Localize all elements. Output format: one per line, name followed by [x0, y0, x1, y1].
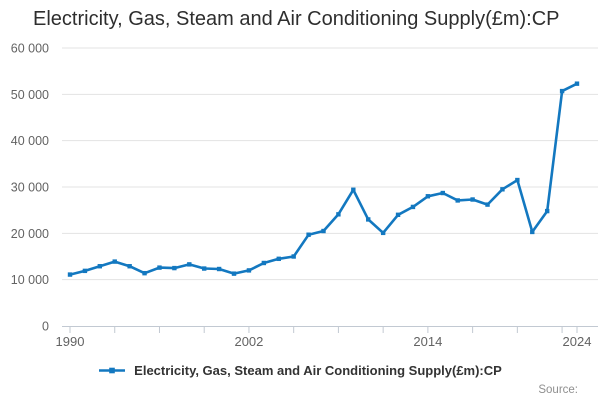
chart-title: Electricity, Gas, Steam and Air Conditio…	[33, 8, 560, 30]
data-point-marker	[142, 270, 147, 276]
data-point-marker	[425, 194, 431, 199]
data-point-marker	[321, 228, 326, 234]
y-axis-tick-label: 50 000	[11, 88, 49, 102]
y-axis-tick-label: 60 000	[11, 42, 49, 56]
data-point-marker	[187, 262, 192, 267]
data-point-marker	[410, 204, 416, 210]
line-chart-plot: 0 10 000 20 000 30 000 40 000 50 000 60 000 199…	[11, 42, 598, 349]
data-point-marker	[172, 265, 177, 271]
data-point-marker	[515, 177, 520, 183]
x-axis-tick-label: 2014	[413, 334, 442, 349]
data-point-marker	[202, 266, 207, 271]
data-point-marker	[351, 187, 356, 192]
data-point-marker	[67, 272, 73, 277]
data-point-marker	[97, 264, 103, 269]
data-point-marker	[127, 264, 132, 269]
data-point-marker	[395, 212, 401, 217]
data-point-marker	[500, 187, 505, 192]
source-label: Source:	[538, 384, 578, 396]
data-point-marker	[157, 265, 162, 270]
data-point-marker	[291, 254, 296, 259]
data-point-marker	[276, 256, 281, 262]
data-point-marker	[380, 230, 386, 236]
data-point-marker	[440, 190, 445, 196]
data-point-marker	[574, 81, 580, 86]
y-axis-tick-label: 0	[42, 320, 49, 334]
data-point-marker	[366, 217, 371, 222]
data-point-marker	[261, 260, 267, 266]
y-axis-tick-label: 10 000	[11, 273, 49, 287]
legend-label: Electricity, Gas, Steam and Air Conditio…	[134, 363, 502, 378]
data-point-marker	[485, 202, 490, 207]
data-point-marker	[112, 259, 117, 264]
x-axis-tick-label: 2024	[563, 334, 592, 349]
y-axis-tick-label: 20 000	[11, 227, 49, 241]
data-point-marker	[559, 88, 565, 94]
data-point-marker	[246, 268, 252, 273]
data-point-marker	[306, 232, 311, 237]
data-point-marker	[530, 229, 535, 235]
x-axis-tick-label: 2002	[234, 334, 263, 349]
data-point-marker	[216, 266, 222, 272]
legend-marker-dot	[109, 367, 115, 374]
x-axis-tick-label: 1990	[56, 334, 85, 349]
data-point-marker	[231, 271, 237, 276]
data-point-marker	[470, 197, 475, 202]
data-point-marker	[455, 198, 460, 203]
data-point-marker	[544, 208, 550, 214]
legend-line-marker-icon	[99, 367, 126, 374]
data-series-line	[68, 82, 579, 276]
y-axis-tick-label: 40 000	[11, 134, 49, 148]
legend: Electricity, Gas, Steam and Air Conditio…	[0, 363, 600, 378]
data-point-marker	[82, 268, 88, 274]
data-point-marker	[336, 212, 341, 217]
y-axis-tick-label: 30 000	[11, 181, 49, 195]
